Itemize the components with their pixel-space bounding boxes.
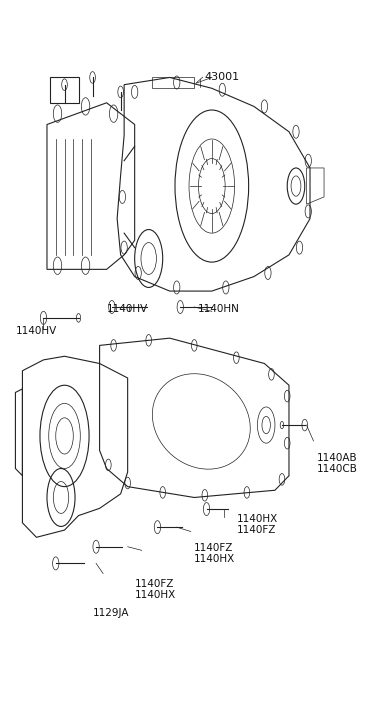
Text: 1140FZ: 1140FZ	[135, 579, 174, 590]
Text: 1129JA: 1129JA	[93, 608, 129, 619]
Text: 43001: 43001	[205, 73, 240, 82]
Text: 1140AB: 1140AB	[317, 453, 358, 462]
Text: 1140HN: 1140HN	[198, 304, 240, 314]
Text: 1140HX: 1140HX	[135, 590, 176, 601]
Text: 1140FZ: 1140FZ	[236, 525, 276, 535]
Text: 1140HX: 1140HX	[194, 554, 236, 564]
Text: 1140HV: 1140HV	[16, 326, 57, 336]
Text: 1140CB: 1140CB	[317, 464, 358, 473]
Text: 1140HV: 1140HV	[107, 304, 148, 314]
Text: 1140FZ: 1140FZ	[194, 543, 234, 553]
Text: 1140HX: 1140HX	[236, 514, 278, 524]
